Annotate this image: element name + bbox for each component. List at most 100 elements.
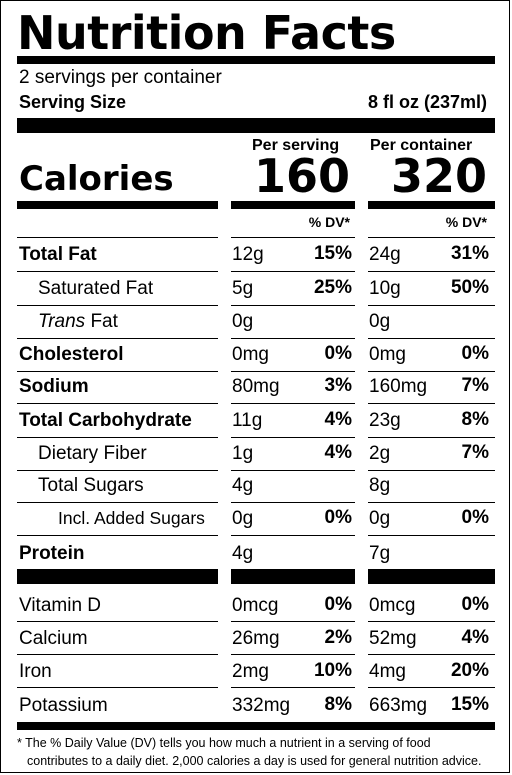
vitamin-name: Calcium	[19, 628, 88, 649]
container-dv: 0%	[461, 343, 489, 364]
container-amount: 0mg	[369, 344, 406, 365]
serving-dv: 2%	[324, 627, 352, 648]
serving-size-rule	[17, 118, 495, 133]
serving-amount: 26mg	[232, 628, 280, 649]
serving-amount: 332mg	[232, 695, 291, 716]
serving-amount: 5g	[232, 278, 254, 299]
container-amount: 2g	[369, 443, 391, 464]
serving-amount: 4g	[232, 543, 254, 564]
divider	[231, 338, 355, 339]
container-dv: 7%	[461, 442, 489, 463]
nutrient-name-italic: Trans	[38, 311, 86, 332]
vitamin-name: Potassium	[19, 695, 108, 716]
container-amount: 8g	[369, 475, 391, 496]
footnote-line-2: contributes to a daily diet. 2,000 calor…	[27, 754, 482, 768]
vitamin-name: Iron	[19, 661, 52, 682]
nutrient-name: Incl. Added Sugars	[58, 508, 205, 528]
container-dv: 15%	[450, 694, 489, 715]
divider	[17, 271, 218, 272]
nutrient-name: Total Sugars	[38, 475, 144, 496]
serving-amount: 0g	[232, 311, 254, 332]
calories-rule-left	[17, 201, 218, 209]
nutrient-row-protein: Protein 4g 7g	[1, 537, 511, 570]
container-amount: 23g	[369, 410, 401, 431]
serving-dv: 8%	[324, 694, 352, 715]
serving-dv: 0%	[324, 507, 352, 528]
container-amount: 24g	[369, 244, 401, 265]
calories-rule-right	[368, 201, 495, 209]
divider	[17, 535, 218, 536]
divider	[17, 470, 218, 471]
title-rule	[17, 56, 495, 64]
container-dv: 7%	[461, 375, 489, 396]
footnote-line-1: * The % Daily Value (DV) tells you how m…	[17, 736, 431, 750]
divider	[231, 654, 355, 655]
divider	[368, 305, 495, 306]
divider	[17, 437, 218, 438]
divider	[368, 470, 495, 471]
nutrient-name: Dietary Fiber	[38, 443, 147, 464]
label-title: Nutrition Facts	[17, 6, 396, 60]
nutrient-name-rest: Fat	[85, 311, 118, 332]
divider	[231, 371, 355, 372]
divider	[17, 371, 218, 372]
container-amount: 663mg	[369, 695, 428, 716]
container-amount: 0g	[369, 311, 391, 332]
divider	[231, 437, 355, 438]
serving-dv: 15%	[313, 243, 352, 264]
vitamin-name: Vitamin D	[19, 595, 102, 616]
divider	[231, 621, 355, 622]
divider	[231, 237, 355, 238]
calories-rule-mid	[231, 201, 355, 209]
container-amount: 52mg	[369, 628, 417, 649]
serving-amount: 1g	[232, 443, 254, 464]
protein-rule-left	[17, 569, 218, 584]
footnote-rule	[17, 722, 495, 730]
divider	[368, 403, 495, 404]
nutrient-row-saturated-fat: Saturated Fat 5g 25% 10g 50%	[1, 272, 511, 305]
protein-rule-right	[368, 569, 495, 584]
nutrient-name: Sodium	[19, 376, 89, 397]
nutrient-row-dietary-fiber: Dietary Fiber 1g 4% 2g 7%	[1, 437, 511, 470]
serving-amount: 11g	[232, 410, 263, 431]
container-dv: 31%	[450, 243, 489, 264]
serving-dv: 0%	[324, 343, 352, 364]
divider	[368, 338, 495, 339]
serving-dv: 10%	[313, 660, 352, 681]
dv-header-container: % DV*	[445, 214, 487, 230]
calories-per-serving: 160	[253, 149, 350, 203]
divider	[17, 687, 218, 688]
container-dv: 50%	[450, 277, 489, 298]
serving-amount: 2mg	[232, 661, 269, 682]
container-dv: 8%	[461, 409, 489, 430]
divider	[17, 305, 218, 306]
nutrient-name: Protein	[19, 543, 85, 564]
servings-per-container: 2 servings per container	[19, 67, 222, 88]
divider	[231, 305, 355, 306]
container-amount: 0g	[369, 508, 391, 529]
divider	[368, 237, 495, 238]
nutrient-row-total-sugars: Total Sugars 4g 8g	[1, 469, 511, 502]
divider	[368, 654, 495, 655]
divider	[368, 371, 495, 372]
divider	[231, 470, 355, 471]
calories-per-container: 320	[390, 149, 487, 203]
vitamin-row-potassium: Potassium 332mg 8% 663mg 15%	[1, 689, 511, 722]
divider	[368, 687, 495, 688]
container-amount: 10g	[369, 278, 401, 299]
nutrient-name: Trans Fat	[38, 311, 118, 333]
serving-amount: 12g	[232, 244, 264, 265]
nutrient-row-total-fat: Total Fat 12g 15% 24g 31%	[1, 238, 511, 271]
nutrient-row-trans-fat: Trans Fat 0g 0g	[1, 305, 511, 338]
divider	[17, 403, 218, 404]
nutrient-row-cholesterol: Cholesterol 0mg 0% 0mg 0%	[1, 338, 511, 371]
serving-size-label: Serving Size	[19, 92, 127, 112]
divider	[368, 502, 495, 503]
vitamin-row-iron: Iron 2mg 10% 4mg 20%	[1, 655, 511, 688]
divider	[17, 621, 218, 622]
footnote: * The % Daily Value (DV) tells you how m…	[17, 734, 481, 770]
container-dv: 0%	[461, 507, 489, 528]
divider	[17, 502, 218, 503]
divider	[231, 535, 355, 536]
